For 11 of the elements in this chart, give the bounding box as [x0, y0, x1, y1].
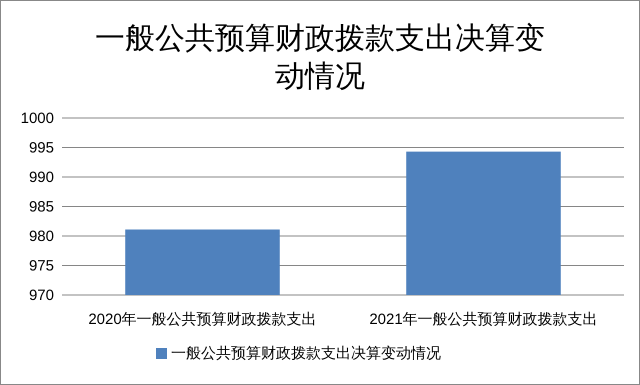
y-tick-label: 970 — [28, 287, 54, 304]
y-tick-label: 1000 — [20, 110, 54, 127]
y-tick-label: 985 — [28, 198, 54, 216]
y-tick-label: 980 — [28, 228, 54, 245]
x-tick-label: 2021年一般公共预算财政拨款支出 — [369, 311, 598, 328]
x-tick-label: 2020年一般公共预算财政拨款支出 — [88, 311, 317, 328]
legend: 一般公共预算财政拨款支出决算变动情况 — [156, 345, 441, 362]
y-tick-label: 990 — [28, 169, 54, 186]
y-tick-label: 975 — [28, 258, 54, 274]
y-tick-label: 995 — [28, 140, 54, 156]
chart-title: 一般公共预算财政拨款支出决算变动情况 — [95, 22, 545, 93]
